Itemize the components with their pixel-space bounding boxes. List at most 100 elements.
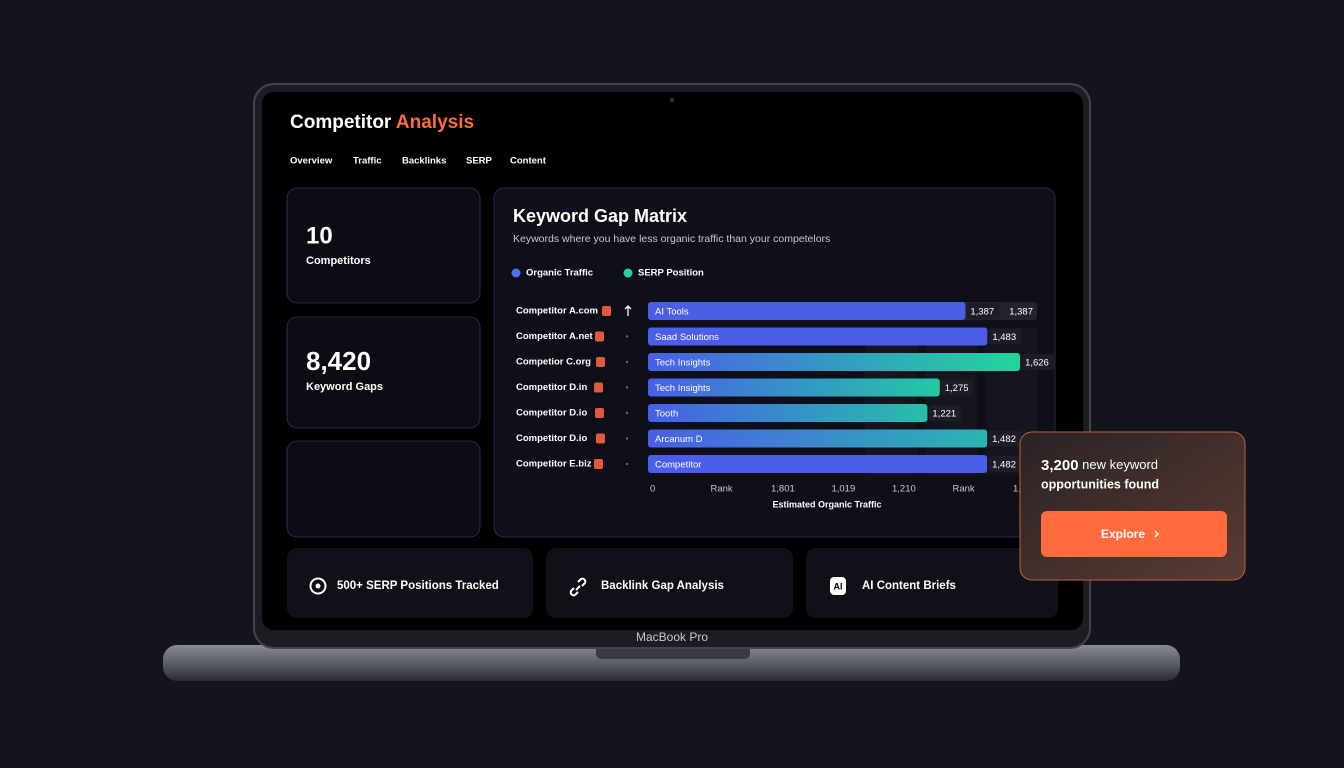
x-tick-label: Rank — [711, 484, 733, 495]
bar-label: Competitor — [655, 460, 701, 471]
x-axis-title: Estimated Organic Traffic — [772, 499, 881, 509]
page-title: Competitor Analysis — [290, 112, 474, 133]
value-label: 1,482 — [992, 460, 1016, 471]
bar — [648, 302, 966, 320]
up-arrow — [624, 305, 632, 316]
title: Competitor — [290, 112, 392, 133]
stat-card — [286, 440, 481, 538]
stat-value: 8,420 — [306, 346, 371, 376]
value-box — [1022, 354, 1055, 370]
row-label: Competitor D.in — [516, 382, 587, 393]
explore-button[interactable] — [1041, 511, 1227, 557]
popup-line: 3,200 new keyword — [1041, 457, 1158, 474]
feature-card — [287, 548, 533, 618]
badge — [595, 408, 604, 418]
tab[interactable]: Overview — [290, 156, 333, 167]
badge — [594, 382, 603, 393]
stat-label: Keyword Gaps — [306, 381, 383, 393]
dot — [625, 360, 629, 364]
stat-label: Competitors — [306, 255, 371, 267]
bar — [648, 378, 940, 397]
legend-label: SERP Position — [638, 268, 704, 279]
value-label: 1,482 — [992, 434, 1016, 445]
popup-text: new keyword — [1082, 457, 1158, 472]
x-tick-label: 1,210 — [892, 484, 916, 495]
feature-text: Backlink Gap Analysis — [601, 580, 724, 592]
legend-swatch — [511, 268, 521, 278]
icon-text: AI — [834, 581, 843, 591]
bar-label: Tech Insights — [655, 383, 711, 394]
badge — [596, 357, 605, 367]
value-label: 1,483 — [992, 332, 1016, 343]
value-label: 1,275 — [945, 383, 969, 394]
column-shade — [865, 328, 917, 475]
chart-title: Keyword Gap Matrix — [513, 206, 687, 226]
legend-swatch — [623, 268, 633, 278]
stat-value: 10 — [306, 222, 333, 249]
tab[interactable]: Content — [510, 156, 547, 167]
badge — [595, 331, 604, 342]
tab[interactable]: Traffic — [353, 156, 382, 167]
column-shade — [925, 328, 977, 475]
value-box — [989, 456, 1022, 472]
bar-label: AI Tools — [655, 307, 689, 318]
feature-card — [546, 548, 793, 618]
feature-text: 500+ SERP Positions Tracked — [337, 580, 499, 592]
icon — [309, 577, 327, 595]
row-label: Competitor D.io — [516, 408, 587, 419]
value-box — [989, 430, 1022, 447]
row-label: Competitor E.biz — [516, 459, 592, 470]
row-label: Competior C.org — [516, 357, 591, 368]
laptop-base — [163, 645, 1180, 681]
bar-label: Tech Insights — [655, 358, 711, 369]
value-label: 1,387 — [970, 307, 994, 318]
icon — [315, 583, 321, 589]
value-box — [967, 303, 1000, 319]
popup — [1019, 431, 1246, 581]
tabs: Overview Traffic Backlinks SERP Content — [290, 156, 547, 167]
bar — [648, 455, 988, 473]
x-tick-label: 1,801 — [771, 484, 795, 495]
x-tick-label: Rank — [953, 484, 975, 495]
legend-label: Organic Traffic — [526, 268, 593, 279]
stat-card — [286, 316, 481, 429]
title-accent: Analysis — [396, 112, 474, 133]
icon — [569, 577, 587, 597]
x-tick-label: 0 — [650, 484, 655, 495]
dot — [625, 411, 629, 415]
value-label: 1,221 — [932, 409, 956, 420]
bar — [648, 327, 988, 346]
icon — [830, 577, 846, 595]
feature-text: AI Content Briefs — [862, 580, 956, 592]
row-label: Competitor A.net — [516, 331, 594, 342]
value-box — [989, 328, 1022, 345]
badge — [602, 306, 611, 316]
device-label: MacBook Pro — [636, 630, 708, 644]
chart-subtitle: Keywords where you have less organic tra… — [513, 233, 830, 245]
chevron — [1154, 530, 1160, 538]
popup-count: 3,200 — [1041, 457, 1079, 474]
camera — [670, 98, 674, 102]
badge — [594, 459, 603, 469]
badge — [596, 433, 605, 444]
bar-label: Arcanum D — [655, 434, 703, 445]
bar-label: Tooth — [655, 409, 678, 420]
popup-text: opportunities found — [1041, 477, 1159, 491]
row-label: Competitor A.com — [516, 306, 598, 317]
button-label[interactable]: Explore — [1101, 527, 1145, 541]
value-box — [929, 405, 962, 421]
dot — [625, 386, 629, 389]
dot — [625, 462, 629, 466]
bar-label: Saad Solutions — [655, 332, 719, 343]
tab[interactable]: Backlinks — [402, 156, 446, 167]
feature-card — [806, 548, 1058, 618]
value-box — [941, 379, 974, 396]
tab[interactable]: SERP — [466, 156, 493, 167]
bar — [648, 353, 1021, 371]
bar — [648, 429, 988, 448]
chart: Organic Traffic SERP Position Competitor A… — [511, 268, 1055, 509]
value-label: 1,626 — [1025, 358, 1049, 369]
row-label: Competitor D.io — [516, 433, 587, 444]
dot — [625, 437, 629, 440]
